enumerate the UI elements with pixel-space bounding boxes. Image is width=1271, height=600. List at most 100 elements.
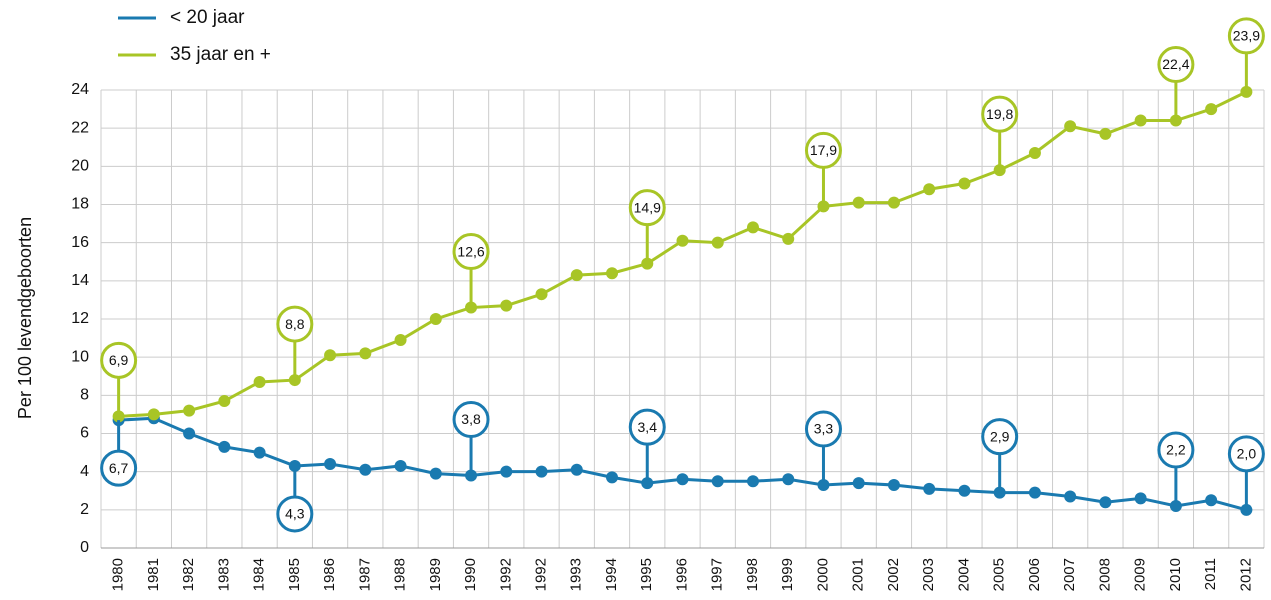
data-point: [394, 459, 407, 472]
data-point: [253, 375, 266, 388]
y-tick-label: 18: [71, 196, 89, 213]
data-point: [183, 404, 196, 417]
data-point: [1205, 103, 1218, 116]
y-tick-label: 20: [71, 158, 89, 175]
x-tick-label: 2006: [1026, 558, 1043, 591]
data-label: 4,3: [285, 506, 305, 522]
x-tick-label: 1985: [286, 558, 303, 591]
data-point: [746, 221, 759, 234]
callout-bubble: [804, 131, 842, 169]
data-label: 23,9: [1233, 28, 1260, 44]
data-point: [1134, 492, 1147, 505]
x-tick-label: 2010: [1167, 558, 1184, 591]
callout-bubble: [1227, 17, 1265, 55]
data-point: [1134, 114, 1147, 127]
data-point: [676, 234, 689, 247]
callout-bubble: [100, 341, 138, 379]
data-point: [782, 473, 795, 486]
data-point: [1028, 486, 1041, 499]
callout-bubble: [452, 400, 490, 438]
x-tick-label: 1980: [110, 558, 127, 591]
data-point: [324, 349, 337, 362]
data-label: 19,8: [986, 106, 1013, 122]
x-tick-label: 2012: [1237, 558, 1254, 591]
data-point: [535, 465, 548, 478]
x-tick-label: 2001: [850, 558, 867, 591]
data-label: 3,3: [814, 421, 834, 437]
x-tick-label: 2007: [1061, 558, 1078, 591]
x-tick-label: 2002: [885, 558, 902, 591]
data-point: [782, 232, 795, 245]
y-tick-label: 8: [80, 387, 89, 404]
x-tick-label: 2011: [1202, 558, 1219, 590]
callout-bubble: [276, 495, 314, 533]
x-tick-label: 1981: [145, 558, 162, 591]
x-tick-label: 1992: [532, 558, 549, 591]
callout-bubble: [1157, 431, 1195, 469]
y-tick-label: 22: [71, 119, 89, 136]
data-point: [359, 463, 372, 476]
data-point: [887, 196, 900, 209]
x-tick-label: 2008: [1096, 558, 1113, 591]
data-label: 3,8: [461, 411, 481, 427]
data-point: [218, 395, 231, 408]
x-tick-label: 1997: [709, 558, 726, 591]
x-tick-label: 1986: [321, 558, 338, 591]
x-tick-label: 1989: [427, 558, 444, 591]
x-tick-label: 1992: [497, 558, 514, 591]
x-tick-label: 1995: [638, 558, 655, 591]
data-point: [923, 183, 936, 196]
data-point: [606, 267, 619, 280]
y-tick-label: 2: [80, 501, 89, 518]
data-label: 6,7: [109, 460, 129, 476]
data-point: [958, 484, 971, 497]
data-point: [429, 467, 442, 480]
data-point: [852, 477, 865, 490]
callout-bubble: [1227, 435, 1265, 473]
data-point: [570, 463, 583, 476]
x-tick-label: 1996: [673, 558, 690, 591]
callout-bubble: [981, 95, 1019, 133]
x-tick-label: 2004: [955, 558, 972, 591]
data-point: [676, 473, 689, 486]
data-point: [887, 479, 900, 492]
data-point: [500, 465, 513, 478]
series-line: [118, 416, 1247, 512]
data-label: 14,9: [634, 199, 661, 215]
data-point: [218, 440, 231, 453]
x-tick-label: 1987: [356, 558, 373, 591]
callout-bubble: [981, 418, 1019, 456]
data-point: [606, 471, 619, 484]
callout-bubble: [1157, 46, 1195, 84]
data-point: [359, 347, 372, 360]
data-label: 2,9: [990, 428, 1010, 444]
data-point: [570, 269, 583, 282]
data-label: 6,9: [109, 352, 129, 368]
data-point: [429, 313, 442, 325]
legend-label: 35 jaar en +: [170, 44, 271, 65]
data-point: [500, 299, 513, 312]
data-point: [1028, 146, 1041, 159]
data-point: [183, 427, 196, 440]
x-tick-label: 2005: [991, 558, 1008, 591]
data-label: 22,4: [1162, 56, 1189, 72]
y-tick-label: 24: [71, 81, 89, 98]
data-point: [1064, 120, 1077, 133]
callout-bubble: [804, 410, 842, 448]
x-tick-label: 1982: [180, 558, 197, 591]
data-label: 2,0: [1237, 446, 1257, 462]
x-tick-label: 2009: [1132, 558, 1149, 591]
y-tick-label: 4: [80, 463, 89, 480]
callout-bubble: [628, 189, 666, 227]
data-point: [958, 177, 971, 190]
callout-bubble: [276, 305, 314, 343]
y-tick-label: 14: [71, 272, 89, 289]
data-label: 2,2: [1166, 442, 1186, 458]
y-tick-label: 10: [71, 348, 89, 365]
data-point: [923, 482, 936, 495]
data-label: 3,4: [638, 419, 658, 435]
x-tick-label: 1999: [779, 558, 796, 591]
callout-bubble: [452, 233, 490, 271]
callout-bubble: [100, 449, 138, 487]
